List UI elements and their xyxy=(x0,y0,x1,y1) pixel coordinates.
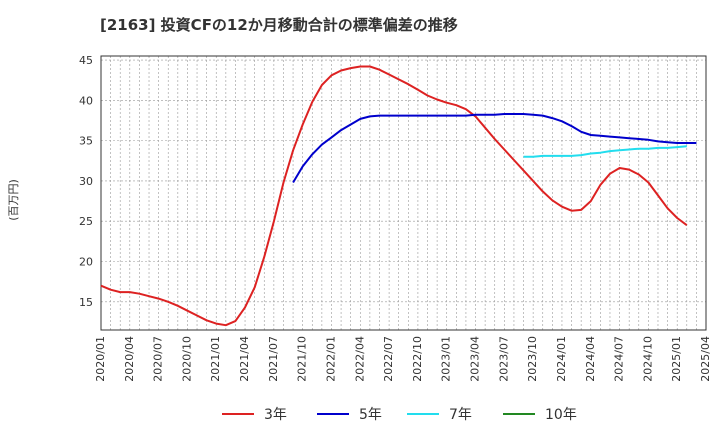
vertical-gridlines xyxy=(110,56,697,330)
legend-label: 7年 xyxy=(449,407,472,423)
x-tick-label: 2022/04 xyxy=(353,336,366,382)
x-tick-label: 2020/07 xyxy=(152,336,165,382)
y-tick-label: 30 xyxy=(79,175,93,188)
x-tick-label: 2021/10 xyxy=(296,336,309,382)
legend-label: 5年 xyxy=(359,407,382,423)
x-tick-label: 2023/07 xyxy=(497,336,510,382)
x-tick-label: 2022/07 xyxy=(382,336,395,382)
x-tick-label: 2023/01 xyxy=(440,336,453,382)
plot-border xyxy=(100,55,707,331)
x-tick-label: 2024/07 xyxy=(613,336,626,382)
x-tick-label: 2022/10 xyxy=(411,336,424,382)
x-tick-label: 2021/01 xyxy=(209,336,222,382)
y-tick-label: 20 xyxy=(79,256,93,269)
x-tick-label: 2020/01 xyxy=(94,336,107,382)
y-tick-label: 35 xyxy=(79,135,93,148)
x-tick-label: 2024/10 xyxy=(641,336,654,382)
x-tick-label: 2021/07 xyxy=(267,336,280,382)
x-tick-label: 2020/10 xyxy=(180,336,193,382)
x-tick-label: 2023/04 xyxy=(469,336,482,382)
x-tick-label: 2020/04 xyxy=(123,336,136,382)
y-tick-label: 15 xyxy=(79,296,93,309)
plot-area xyxy=(100,55,707,331)
x-tick-label: 2022/01 xyxy=(324,336,337,382)
y-tick-label: 25 xyxy=(79,215,93,228)
plot-background xyxy=(101,56,706,330)
chart-title: [2163] 投資CFの12か月移動合計の標準偏差の推移 xyxy=(100,16,458,34)
x-tick-label: 2025/01 xyxy=(670,336,683,382)
x-tick-label: 2024/01 xyxy=(555,336,568,382)
series-lines xyxy=(100,65,697,327)
y-tick-label: 40 xyxy=(79,94,93,107)
horizontal-gridlines xyxy=(101,59,706,303)
legend: 3年 5年 7年 10年 xyxy=(222,407,577,423)
series-line-2 xyxy=(523,145,687,158)
x-tick-label: 2024/04 xyxy=(584,336,597,382)
legend-label: 10年 xyxy=(545,407,577,423)
x-tick-label: 2021/04 xyxy=(238,336,251,382)
y-axis-label: (百万円) xyxy=(7,179,20,221)
y-axis-ticks: 15 20 25 30 35 40 45 xyxy=(79,54,93,309)
x-tick-label: 2025/04 xyxy=(699,336,712,382)
legend-label: 3年 xyxy=(264,407,287,423)
y-tick-label: 45 xyxy=(79,54,93,67)
series-line-0 xyxy=(100,65,688,327)
x-axis-ticks: 2020/01 2020/04 2020/07 2020/10 2021/01 2021/… xyxy=(94,336,712,382)
x-tick-label: 2023/10 xyxy=(526,336,539,382)
series-line-1 xyxy=(292,113,697,184)
